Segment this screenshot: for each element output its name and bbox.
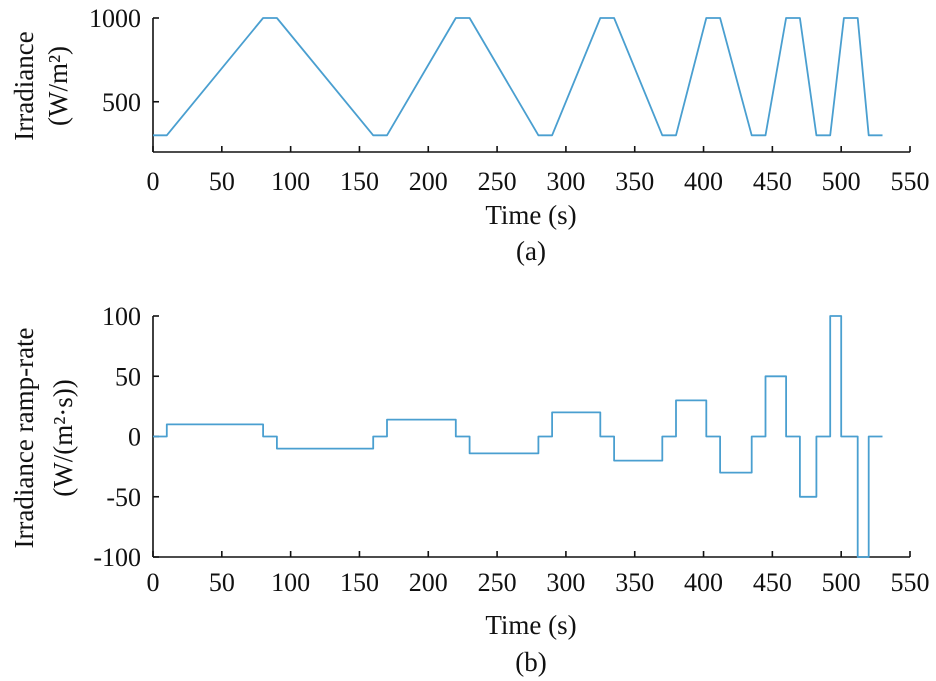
chart-a-y-tick-label: 500 bbox=[102, 88, 141, 117]
chart-b-x-tick-label: 550 bbox=[891, 568, 930, 597]
chart-a-x-tick-label: 150 bbox=[340, 167, 379, 196]
chart-a-y-tick-label: 1000 bbox=[89, 4, 141, 33]
chart-b-ylabel-line-1: Irradiance ramp-rate bbox=[9, 327, 39, 548]
chart-b-x-tick-label: 50 bbox=[209, 568, 235, 597]
chart-a-x-tick-label: 550 bbox=[891, 167, 930, 196]
chart-b-x-tick-label: 200 bbox=[409, 568, 448, 597]
chart-a-x-tick-label: 100 bbox=[271, 167, 310, 196]
chart-a-x-tick-label: 500 bbox=[822, 167, 861, 196]
chart-b-y-tick-label: 0 bbox=[128, 423, 141, 452]
chart-b-x-tick-label: 0 bbox=[147, 568, 160, 597]
chart-a-xlabel: Time (s) bbox=[485, 200, 576, 230]
chart-a-x-tick-label: 450 bbox=[753, 167, 792, 196]
chart-b-ylabel-line-2: (W/(m²·s)) bbox=[48, 379, 78, 497]
chart-b-y-tick-label: 50 bbox=[115, 362, 141, 391]
chart-b-x-tick-label: 400 bbox=[684, 568, 723, 597]
chart-a-ylabel-line-1: Irradiance bbox=[9, 31, 39, 140]
chart-b-ticks: 0 50 100 150 200 250 300 350 400 450 500 550100500-… bbox=[93, 302, 929, 597]
chart-b-x-tick-label: 150 bbox=[340, 568, 379, 597]
chart-b-x-tick-label: 250 bbox=[478, 568, 517, 597]
chart-a-x-tick-label: 300 bbox=[546, 167, 585, 196]
chart-b-xlabel: Time (s) bbox=[485, 610, 576, 640]
chart-a-axes bbox=[152, 18, 910, 153]
chart-b-series-line bbox=[153, 315, 883, 558]
chart-b-y-tick-label: -100 bbox=[93, 543, 141, 572]
chart-a-ticks: 0 50 100 150 200 250 300 350 400 450 500 550 500 1000 bbox=[89, 4, 930, 196]
chart-a-x-tick-label: 200 bbox=[409, 167, 448, 196]
chart-b-x-tick-label: 300 bbox=[546, 568, 585, 597]
chart-a-x-tick-label: 250 bbox=[478, 167, 517, 196]
chart-b-x-tick-label: 450 bbox=[753, 568, 792, 597]
chart-b: 0 50 100 150 200 250 300 350 400 450 500 550100500-… bbox=[9, 302, 930, 677]
chart-a-x-tick-label: 0 bbox=[147, 167, 160, 196]
chart-a-series-line bbox=[153, 17, 883, 137]
chart-a-x-tick-label: 50 bbox=[209, 167, 235, 196]
chart-b-caption: (b) bbox=[515, 647, 546, 677]
chart-b-x-tick-label: 350 bbox=[615, 568, 654, 597]
chart-a-x-tick-label: 350 bbox=[615, 167, 654, 196]
chart-b-x-tick-label: 500 bbox=[822, 568, 861, 597]
chart-a-caption: (a) bbox=[516, 236, 546, 266]
chart-a-ylabel-line-2: (W/m²) bbox=[43, 46, 73, 126]
chart-a-x-tick-label: 400 bbox=[684, 167, 723, 196]
chart-b-y-tick-label: 100 bbox=[102, 302, 141, 331]
chart-b-x-tick-label: 100 bbox=[271, 568, 310, 597]
chart-b-y-tick-label: -50 bbox=[106, 483, 141, 512]
chart-a: 0 50 100 150 200 250 300 350 400 450 500 550 500 1000… bbox=[9, 4, 930, 266]
